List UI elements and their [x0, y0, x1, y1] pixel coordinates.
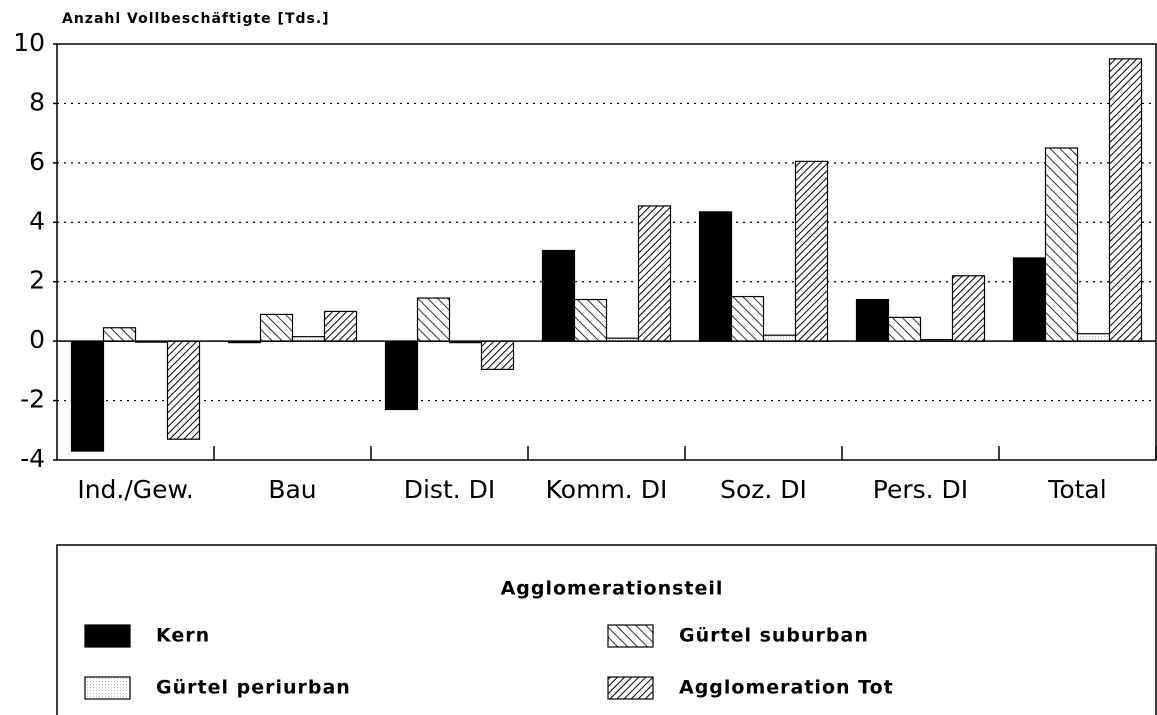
bar	[166, 340, 201, 440]
y-tick-label: 0	[29, 325, 45, 354]
bar	[102, 327, 137, 342]
legend-label: Gürtel periurban	[156, 677, 351, 699]
bar	[1076, 333, 1111, 342]
y-tick-label: 2	[29, 266, 45, 295]
x-tick-label: Ind./Gew.	[77, 475, 193, 504]
plot-frame	[56, 43, 1157, 461]
bar	[762, 334, 797, 342]
bar	[1044, 147, 1079, 342]
bar	[480, 340, 515, 370]
bar	[794, 160, 829, 342]
y-tick-label: 4	[29, 206, 45, 235]
y-tick-label: -4	[20, 444, 45, 473]
x-tick-label: Dist. DI	[404, 475, 496, 504]
y-tick-label: -2	[20, 385, 45, 414]
bar	[70, 340, 105, 452]
x-tick-label: Bau	[268, 475, 316, 504]
bar	[887, 316, 922, 342]
legend-swatch	[607, 624, 654, 648]
bar	[384, 340, 419, 411]
legend-title: Agglomerationsteil	[501, 578, 724, 600]
bar	[855, 298, 890, 342]
bar	[416, 297, 451, 342]
legend-swatch	[84, 676, 131, 700]
legend-label: Gürtel suburban	[679, 625, 869, 647]
y-tick-label: 8	[29, 87, 45, 116]
bar	[573, 298, 608, 342]
x-tick-label: Komm. DI	[546, 475, 668, 504]
x-tick-label: Soz. DI	[720, 475, 807, 504]
legend-swatch	[607, 676, 654, 700]
legend-box	[56, 544, 1157, 715]
bar	[1108, 58, 1143, 342]
bar	[951, 275, 986, 342]
x-tick-label: Pers. DI	[873, 475, 968, 504]
bar	[637, 205, 672, 342]
bar	[1012, 257, 1047, 342]
bar	[323, 310, 358, 342]
legend-label: Kern	[156, 625, 210, 647]
bar	[259, 313, 294, 342]
bar	[730, 295, 765, 342]
x-tick-label: Total	[1047, 475, 1106, 504]
legend-swatch	[84, 624, 131, 648]
y-tick-label: 10	[13, 28, 45, 57]
bar	[541, 249, 576, 342]
y-axis-label: Anzahl Vollbeschäftigte [Tds.]	[62, 11, 330, 27]
bar	[698, 211, 733, 342]
legend-label: Agglomeration Tot	[679, 677, 894, 699]
y-tick-label: 6	[29, 147, 45, 176]
